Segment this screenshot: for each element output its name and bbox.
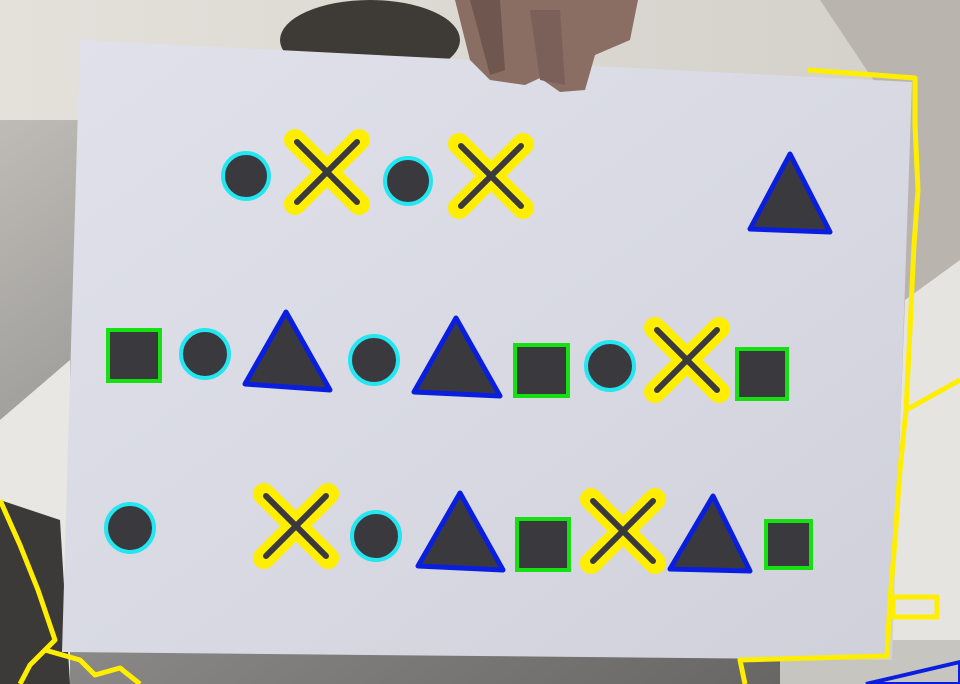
circle-shape <box>383 156 433 206</box>
square-shape <box>515 517 571 572</box>
square-shape <box>106 328 162 383</box>
cross-shape <box>580 488 666 574</box>
square-shape <box>764 519 813 570</box>
contour-small-box <box>890 594 940 620</box>
contour-blue-corner <box>865 659 960 684</box>
background-contours <box>0 67 960 684</box>
detected-squares <box>106 328 813 572</box>
hand <box>455 0 638 92</box>
detected-circles <box>104 151 636 562</box>
circle-shape <box>348 334 400 386</box>
circle-shape <box>584 340 636 392</box>
cross-shape <box>644 317 730 403</box>
detected-crosses <box>253 129 730 574</box>
contour-right-lower <box>737 409 909 684</box>
square-shape <box>513 343 570 398</box>
square-shape <box>735 347 789 401</box>
cross-shape <box>284 129 370 215</box>
contour-left <box>0 498 58 684</box>
circle-shape <box>350 510 402 562</box>
contour-right <box>807 67 960 413</box>
triangle-shape <box>411 315 503 399</box>
circle-shape <box>179 328 231 380</box>
cross-shape <box>253 483 339 569</box>
triangle-shape <box>747 151 833 235</box>
circle-shape <box>221 151 271 201</box>
triangle-shape <box>242 309 333 393</box>
contour-left-bottom <box>44 647 142 684</box>
circle-shape <box>104 502 156 554</box>
cross-shape <box>448 133 534 219</box>
triangle-shape <box>667 493 753 574</box>
triangle-shape <box>415 490 506 573</box>
detected-triangles <box>242 151 833 574</box>
